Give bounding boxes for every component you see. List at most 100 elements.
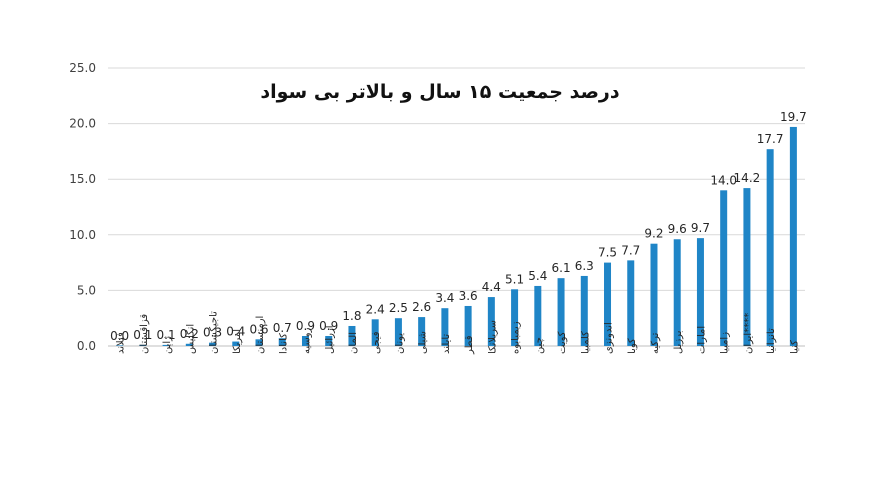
x-tick-label: کوبا xyxy=(627,338,638,354)
bar xyxy=(720,190,728,346)
bar xyxy=(650,243,658,346)
gridlines xyxy=(108,67,805,347)
data-label: 0.3 xyxy=(203,326,222,340)
data-label: 14.0 xyxy=(710,173,737,187)
data-labels: 0.0 0.1 0.1 0.2 0.3 0.4 0.6 0.7 0.9 0.9 1.8 2.4 2.5 2… xyxy=(110,110,807,343)
data-label: 5.1 xyxy=(505,272,524,286)
bar xyxy=(696,238,704,346)
bar xyxy=(325,335,333,346)
y-tick-label: 15.0 xyxy=(69,172,96,186)
x-tick-label: انگلیس xyxy=(184,324,196,354)
y-tick-label: 10.0 xyxy=(69,228,96,242)
data-label: 14.2 xyxy=(734,171,761,185)
data-label: 9.7 xyxy=(691,221,710,235)
x-tick-label: چین xyxy=(534,337,545,354)
x-tick-label: برزیل xyxy=(673,331,684,355)
bar xyxy=(487,297,495,346)
x-tick-label: کلمبیا xyxy=(580,331,591,354)
x-tick-label: امارات xyxy=(696,326,707,354)
chart-title: درصد جمعیت ۱۵ سال و بالاتر بی سواد xyxy=(260,81,620,103)
bar xyxy=(301,335,309,346)
x-tick-label: کانادا xyxy=(278,333,289,354)
data-label: 2.5 xyxy=(389,301,408,315)
data-label: 0.0 xyxy=(110,329,129,343)
bar xyxy=(441,308,449,346)
y-tick-label: 0.0 xyxy=(77,339,96,353)
bar xyxy=(255,339,263,346)
x-tick-label: قطر xyxy=(464,335,475,355)
x-tick-label: ترکیه xyxy=(650,332,661,354)
data-label: 3.6 xyxy=(459,289,478,303)
data-label: 9.2 xyxy=(644,227,663,241)
data-label: 7.7 xyxy=(621,243,640,257)
bar xyxy=(278,338,286,346)
x-tick-label: کویت xyxy=(557,331,568,354)
data-label: 5.4 xyxy=(528,269,547,283)
data-label: 0.4 xyxy=(226,325,245,339)
bar xyxy=(557,278,565,346)
data-label: 6.1 xyxy=(552,261,571,275)
data-label: 4.4 xyxy=(482,280,501,294)
data-label: 19.7 xyxy=(780,110,807,124)
x-tick-label: کنیا xyxy=(789,340,800,354)
x-tick-label: فنلاند xyxy=(116,332,127,354)
x-tick-label: زامبیا xyxy=(720,332,731,354)
data-label: 2.4 xyxy=(366,302,385,316)
bar xyxy=(743,188,751,346)
bar xyxy=(766,149,774,346)
y-tick-label: 25.0 xyxy=(69,61,96,75)
bar xyxy=(232,341,240,346)
x-tick-label: ****ایران xyxy=(743,313,754,354)
data-label: 0.9 xyxy=(319,319,338,333)
bars xyxy=(116,126,797,346)
x-tick-label: قزاقستان xyxy=(139,314,150,354)
bar xyxy=(116,345,124,346)
x-tick-label: فیجی xyxy=(371,331,382,354)
x-tick-label: تایلند xyxy=(441,334,452,354)
data-label: 6.3 xyxy=(575,259,594,273)
data-label: 17.7 xyxy=(757,132,784,146)
data-label: 0.9 xyxy=(296,319,315,333)
data-label: 0.1 xyxy=(157,328,176,342)
data-label: 2.6 xyxy=(412,300,431,314)
x-tick-label: اندونزی xyxy=(604,322,615,354)
y-tick-label: 20.0 xyxy=(69,117,96,131)
bar xyxy=(185,343,193,346)
y-axis-ticks: 0.0 5.0 10.0 15.0 20.0 25.0 xyxy=(69,61,96,353)
data-label: 0.2 xyxy=(180,327,199,341)
x-tick-label: امریکا xyxy=(232,329,243,354)
bar xyxy=(511,289,519,346)
x-tick-label: ژاپن xyxy=(162,336,173,354)
x-tick-label: یونان xyxy=(394,333,405,354)
bar xyxy=(418,317,426,346)
bar xyxy=(673,239,681,346)
bar xyxy=(580,275,588,346)
x-tick-label: شیلی xyxy=(418,331,429,354)
bar xyxy=(394,318,402,346)
x-tick-label: ازرائیل xyxy=(325,325,336,354)
x-tick-label: تاجیکستان xyxy=(209,311,220,354)
x-tick-label: ارمنستان xyxy=(255,316,266,354)
bar xyxy=(534,285,542,346)
bar xyxy=(371,319,379,346)
data-label: 0.6 xyxy=(249,322,268,336)
x-tick-label: تانزانیا xyxy=(766,328,777,354)
bar xyxy=(464,305,472,346)
data-label: 7.5 xyxy=(598,246,617,260)
bar xyxy=(789,126,797,346)
bar xyxy=(604,262,612,346)
bar xyxy=(162,344,170,346)
x-tick-label: زیمبابوه xyxy=(511,321,522,354)
data-label: 1.8 xyxy=(342,309,361,323)
x-tick-label: سریلانکا xyxy=(487,320,498,354)
y-tick-label: 5.0 xyxy=(77,283,96,297)
data-label: 0.7 xyxy=(273,321,292,335)
x-axis-ticks: فنلاند قزاقستان ژاپن انگلیس تاجیکستان امریکا ا… xyxy=(116,311,801,355)
bar xyxy=(627,260,635,346)
data-label: 3.4 xyxy=(435,291,454,305)
bar xyxy=(209,342,217,346)
bar xyxy=(139,344,147,346)
data-label: 9.6 xyxy=(668,222,687,236)
x-tick-label: المان xyxy=(348,332,359,354)
